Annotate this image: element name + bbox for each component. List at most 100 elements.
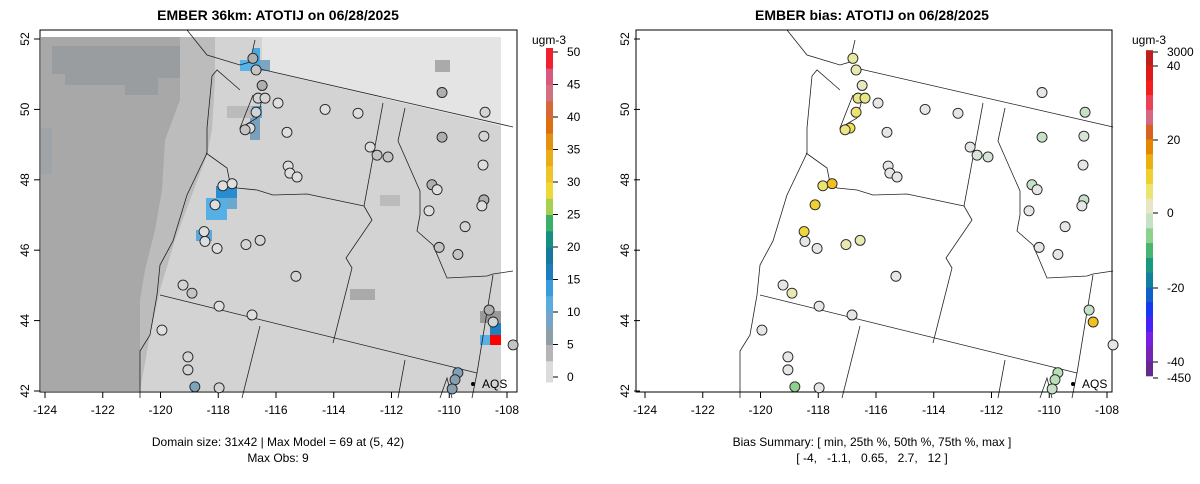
obs-site-marker <box>156 324 168 336</box>
colorbar-segment <box>546 279 553 297</box>
y-tick-label: 42 <box>618 384 632 398</box>
obs-site-marker <box>478 130 490 142</box>
colorbar-segment <box>1146 109 1153 125</box>
obs-site-marker <box>477 159 489 171</box>
colorbar-tick-label: 40 <box>1167 59 1181 73</box>
grid-cell-high <box>260 60 270 71</box>
obs-site-marker <box>246 309 258 321</box>
colorbar-segment <box>1146 65 1153 81</box>
obs-site-marker <box>177 279 189 291</box>
obs-site-marker <box>479 106 491 118</box>
colorbar-tick-label: 3000 <box>1167 45 1194 59</box>
aqs-legend-dot <box>471 382 475 386</box>
bias-site-marker <box>964 141 976 153</box>
colorbar-tick-label: 20 <box>567 240 581 254</box>
colorbar-segment <box>1146 213 1153 229</box>
bias-site-marker <box>856 80 868 91</box>
bias-site-marker <box>891 171 903 183</box>
grid-cell-high <box>480 335 490 345</box>
state-boundary <box>859 68 1114 128</box>
obs-site-marker <box>291 171 303 183</box>
x-axis: -124 -122 -120 -118 -116 -114 -112 -110 -108 <box>633 392 1119 417</box>
colorbar-segment <box>1146 168 1153 184</box>
plot-frame <box>39 29 518 393</box>
colorbar-segment <box>546 68 553 85</box>
state-boundary <box>397 107 514 279</box>
obs-site-marker <box>217 180 229 192</box>
colorbar-tick-label: 30 <box>567 175 581 189</box>
state-boundary <box>841 325 861 399</box>
obs-site-marker <box>198 226 210 237</box>
colorbar-segment <box>1146 287 1153 303</box>
colorbar-segment <box>546 230 553 248</box>
grid-cell <box>380 195 400 206</box>
state-boundary <box>205 152 365 207</box>
obs-site-marker <box>436 87 448 98</box>
obs-site-marker <box>290 270 302 282</box>
colorbar: 0 5 10 15 20 25 30 35 40 45 50 <box>546 45 581 384</box>
model-map-panel: EMBER 36km: ATOTIJ on 06/28/2025 <box>18 7 581 465</box>
x-tick-label: -120 <box>748 403 772 417</box>
boundaries <box>139 29 514 399</box>
bias-site-marker <box>859 92 871 104</box>
bias-site-marker <box>1052 248 1064 260</box>
bias-summary-label: Bias Summary: [ min, 25th %, 50th %, 75t… <box>733 435 1012 449</box>
y-tick-label: 50 <box>618 102 632 116</box>
colorbar-tick-label: 10 <box>567 305 581 319</box>
plot-frame <box>635 29 1113 393</box>
colorbar-tick-label: 0 <box>1167 206 1174 220</box>
colorbar-segment <box>546 328 553 345</box>
bias-site-marker <box>1046 383 1058 395</box>
colorbar-tick-label: -40 <box>1167 355 1185 369</box>
obs-site-marker <box>423 205 435 217</box>
right-title: EMBER bias: ATOTIJ on 06/28/2025 <box>755 7 989 23</box>
x-axis: -124 -122 -120 -118 -116 -114 -112 -110 -108 <box>33 392 519 417</box>
colorbar-segment <box>546 182 553 199</box>
bias-site-marker <box>872 97 884 109</box>
colorbar-segment <box>1146 139 1153 155</box>
x-tick-label: -110 <box>1038 403 1061 417</box>
colorbar-segment <box>546 165 553 183</box>
x-tick-label: -114 <box>322 403 345 417</box>
x-tick-label: -112 <box>980 403 1003 417</box>
bias-site-marker <box>1077 159 1089 171</box>
bias-site-marker <box>756 324 768 336</box>
bias-site-marker <box>782 364 794 376</box>
boundaries <box>739 29 1114 399</box>
bias-site-marker <box>1023 205 1035 217</box>
bias-site-marker <box>854 234 866 246</box>
obs-site-marker <box>186 287 198 299</box>
bias-summary-values: [ -4, -1.1, 0.65, 2.7, 12 ] <box>796 451 947 465</box>
obs-site-marker <box>259 92 271 104</box>
colorbar-segment <box>546 133 553 150</box>
y-axis: 42 44 46 48 50 52 <box>18 32 40 398</box>
bias-site-marker <box>1079 106 1091 118</box>
y-tick-label: 42 <box>18 384 32 398</box>
y-tick-label: 52 <box>618 32 632 46</box>
obs-site-marker <box>211 242 223 254</box>
state-boundary <box>259 68 514 128</box>
obs-site-marker <box>247 52 259 64</box>
bias-site-marker <box>839 124 851 136</box>
obs-site-marker <box>487 316 499 328</box>
bias-site-marker <box>1059 221 1071 233</box>
x-tick-label: -112 <box>380 403 403 417</box>
bias-site-marker <box>789 381 801 393</box>
obs-site-marker <box>199 235 211 247</box>
state-boundary <box>241 325 261 399</box>
obs-site-marker <box>240 239 252 251</box>
colorbar-segment <box>1146 257 1153 273</box>
colorbar-segment <box>546 117 553 134</box>
y-tick-label: 50 <box>18 102 32 116</box>
bias-site-marker <box>1083 304 1095 316</box>
bias-site-marker <box>826 178 838 190</box>
bias-site-marker <box>1036 87 1048 98</box>
obs-site-marker <box>352 107 364 119</box>
obs-site-marker <box>483 304 495 316</box>
x-tick-label: -110 <box>438 403 461 417</box>
obs-site-marker <box>319 103 331 115</box>
state-boundary <box>739 69 841 398</box>
colorbar-segment <box>546 312 553 329</box>
grid-cell-high <box>240 60 253 71</box>
